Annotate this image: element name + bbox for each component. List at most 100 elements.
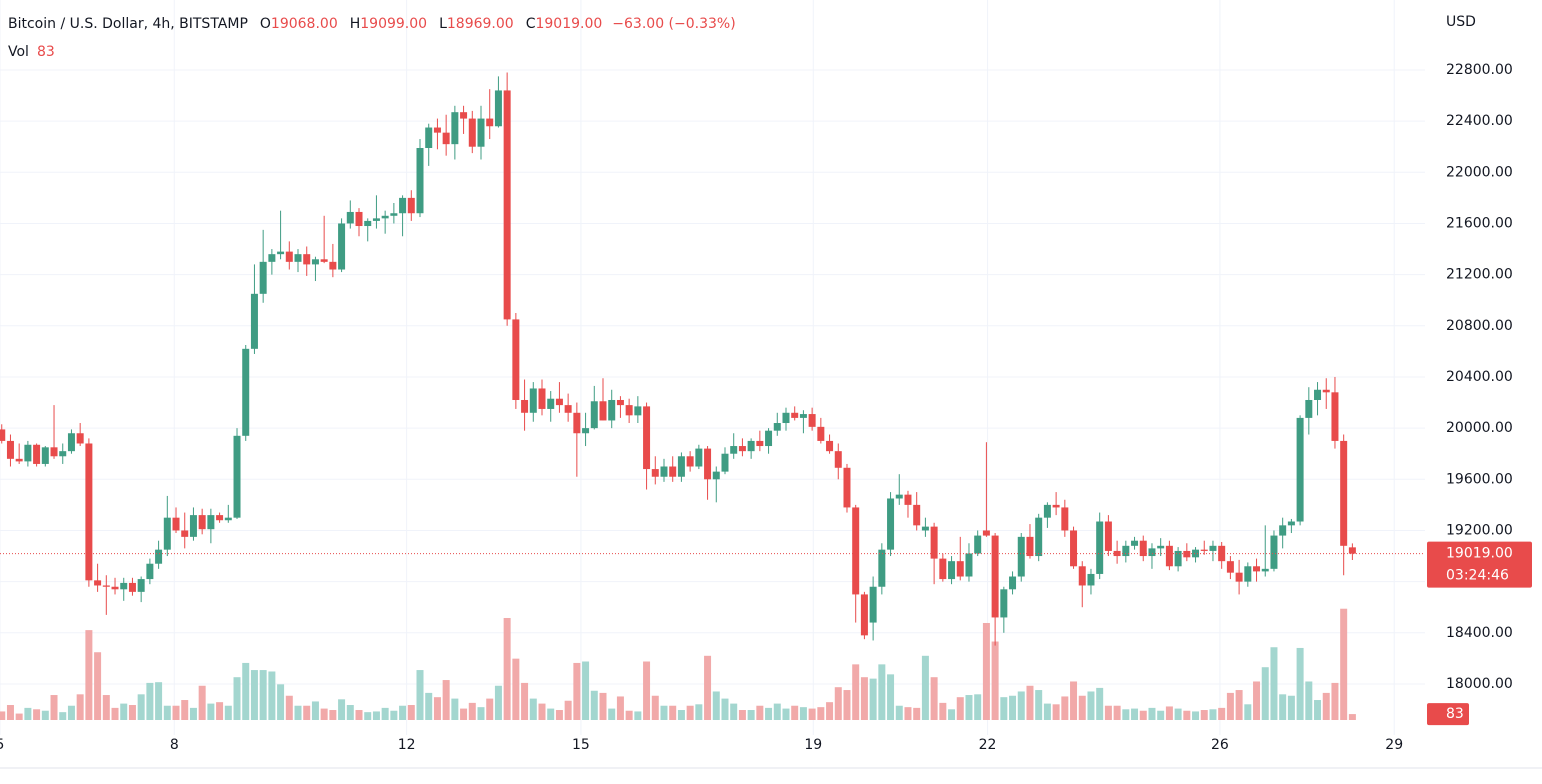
volume-bar bbox=[338, 699, 346, 720]
candle-body bbox=[817, 426, 825, 441]
volume-bar bbox=[1314, 700, 1322, 720]
volume-bar bbox=[381, 707, 389, 720]
candle-body bbox=[948, 561, 956, 580]
volume-bar bbox=[512, 658, 520, 720]
volume-bar bbox=[181, 700, 189, 720]
candle-body bbox=[860, 594, 868, 636]
candle-body bbox=[660, 466, 668, 477]
volume-bar bbox=[1157, 710, 1165, 720]
volume-bar bbox=[538, 703, 546, 720]
candle-body bbox=[1226, 561, 1234, 573]
last-price-label: 19019.00 bbox=[1446, 546, 1513, 562]
candle-body bbox=[852, 507, 860, 595]
volume-bar bbox=[669, 705, 677, 720]
candle-body bbox=[529, 388, 537, 413]
candle-body bbox=[24, 444, 32, 462]
candle-body bbox=[791, 412, 799, 418]
candle-body bbox=[433, 127, 441, 133]
volume-pane bbox=[0, 608, 1356, 720]
volume-bar bbox=[1104, 705, 1112, 720]
volume-bar bbox=[1296, 647, 1304, 720]
volume-bar bbox=[616, 696, 624, 720]
candle-body bbox=[242, 348, 250, 436]
candle-body bbox=[599, 401, 607, 421]
y-tick-label: 21200.00 bbox=[1446, 267, 1513, 283]
volume-bar bbox=[407, 705, 415, 720]
candle-body bbox=[564, 405, 572, 413]
volume-bar bbox=[1026, 685, 1034, 720]
volume-bar bbox=[111, 707, 119, 720]
volume-bar bbox=[477, 707, 485, 720]
candle-body bbox=[738, 446, 746, 452]
volume-bar bbox=[294, 705, 302, 720]
volume-bar bbox=[24, 707, 32, 720]
volume-bar bbox=[33, 709, 41, 720]
volume-bar bbox=[1148, 707, 1156, 720]
ohlc-value: 19068.00 bbox=[271, 16, 338, 32]
candle-body bbox=[1070, 530, 1078, 567]
volume-bar bbox=[198, 685, 206, 720]
candle-body bbox=[538, 388, 546, 409]
volume-bar bbox=[1192, 711, 1200, 720]
volume-bar bbox=[277, 684, 285, 720]
candle-body bbox=[67, 433, 75, 452]
candle-body bbox=[486, 118, 494, 127]
volume-bar bbox=[425, 692, 433, 720]
volume-bar bbox=[311, 701, 319, 720]
volume-bar bbox=[1305, 681, 1313, 720]
candle-body bbox=[416, 147, 424, 214]
volume-bar bbox=[1165, 706, 1173, 720]
candle-body bbox=[782, 412, 790, 424]
volume-bar bbox=[930, 677, 938, 720]
candles bbox=[0, 72, 1356, 646]
countdown: 03:24:46 bbox=[1446, 568, 1509, 584]
volume-bar bbox=[41, 710, 49, 720]
candle-body bbox=[1113, 550, 1121, 557]
volume-bar bbox=[85, 630, 93, 720]
volume-bar bbox=[956, 697, 964, 720]
candle-body bbox=[555, 398, 563, 406]
volume-bar bbox=[346, 705, 354, 720]
ohlc-key: C bbox=[526, 16, 536, 32]
volume-bar bbox=[1209, 709, 1217, 720]
volume-bar bbox=[1139, 710, 1147, 720]
volume-bar bbox=[242, 662, 250, 720]
candle-body bbox=[808, 414, 816, 427]
candle-body bbox=[390, 213, 398, 216]
candle-body bbox=[869, 586, 877, 623]
candle-body bbox=[146, 563, 154, 580]
volume-bar bbox=[974, 694, 982, 720]
candle-body bbox=[930, 526, 938, 559]
volume-bar bbox=[1052, 704, 1060, 720]
candle-body bbox=[625, 405, 633, 416]
candle-body bbox=[1261, 568, 1269, 572]
volume-bar bbox=[738, 710, 746, 720]
volume-bar bbox=[826, 702, 834, 720]
volume-bar bbox=[1331, 682, 1339, 720]
candle-body bbox=[1322, 389, 1330, 393]
candle-body bbox=[1192, 549, 1200, 558]
volume-bar bbox=[686, 705, 694, 720]
candle-body bbox=[547, 398, 555, 409]
candle-body bbox=[494, 90, 502, 127]
candle-body bbox=[1087, 573, 1095, 586]
volume-bar bbox=[320, 708, 328, 720]
candle-body bbox=[686, 456, 694, 467]
volume-bar bbox=[451, 698, 459, 720]
volume-bar bbox=[303, 705, 311, 720]
candle-body bbox=[460, 112, 468, 119]
candle-body bbox=[643, 406, 651, 470]
volume-bar bbox=[1061, 696, 1069, 720]
candle-body bbox=[1148, 548, 1156, 557]
symbol-title: Bitcoin / U.S. Dollar, 4h, BITSTAMP bbox=[8, 16, 248, 32]
volume-bar bbox=[102, 695, 110, 720]
volume-bar bbox=[259, 670, 267, 720]
candle-body bbox=[826, 440, 834, 452]
volume-bar bbox=[913, 707, 921, 720]
volume-bar bbox=[1218, 707, 1226, 720]
candle-body bbox=[1052, 504, 1060, 508]
volume-bar bbox=[1279, 694, 1287, 720]
volume-bar bbox=[155, 682, 163, 720]
x-tick-label: 12 bbox=[398, 737, 416, 753]
